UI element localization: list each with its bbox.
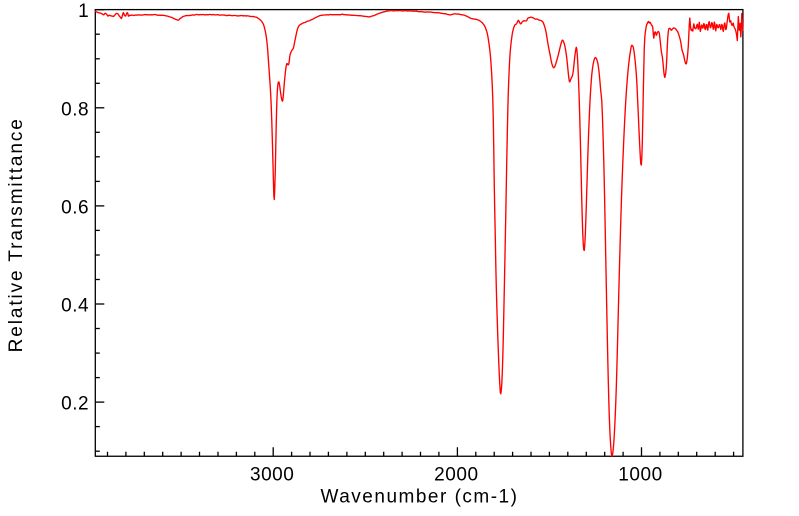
- svg-text:1000: 1000: [618, 465, 662, 486]
- svg-text:2000: 2000: [434, 465, 478, 486]
- svg-text:Relative Transmittance: Relative Transmittance: [6, 117, 27, 352]
- svg-text:3000: 3000: [250, 465, 294, 486]
- svg-text:0.6: 0.6: [61, 197, 89, 218]
- svg-text:0.8: 0.8: [61, 99, 89, 120]
- svg-text:0.4: 0.4: [61, 296, 89, 317]
- svg-text:Wavenumber (cm-1): Wavenumber (cm-1): [321, 487, 519, 508]
- svg-text:1: 1: [78, 1, 89, 22]
- svg-text:0.2: 0.2: [61, 394, 89, 415]
